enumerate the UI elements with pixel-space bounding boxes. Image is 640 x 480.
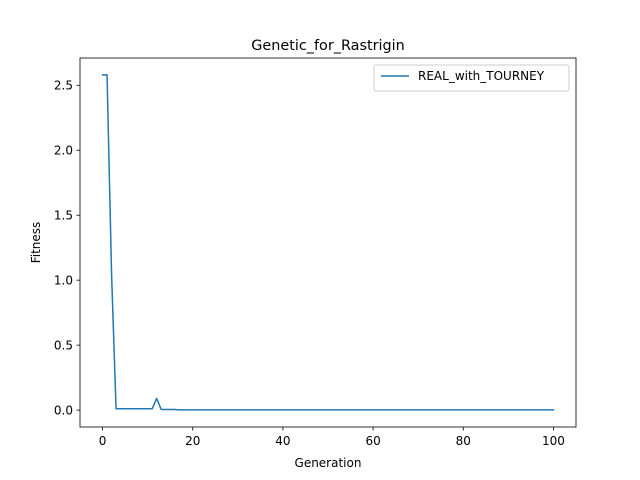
- legend-box: [373, 64, 570, 92]
- chart-title: Genetic_for_Rastrigin: [251, 38, 405, 54]
- axes: [79, 57, 577, 428]
- x-tick-label: 60: [365, 434, 380, 448]
- x-axis-ticks: 0 20 40 60 80 100: [99, 427, 565, 448]
- y-tick-label: 0.0: [54, 403, 73, 417]
- plot-frame: [79, 57, 577, 428]
- legend-label: REAL_with_TOURNEY: [418, 69, 545, 83]
- y-axis-label: Fitness: [29, 222, 43, 264]
- series-line-1: [101, 74, 555, 411]
- y-tick-label: 0.5: [54, 338, 73, 352]
- x-tick-label: 20: [185, 434, 200, 448]
- x-axis-label: Generation: [295, 456, 362, 470]
- y-tick-label: 1.0: [54, 273, 73, 287]
- y-axis-ticks: 0.0 0.5 1.0 1.5 2.0 2.5: [54, 79, 80, 417]
- plot-area: [80, 58, 576, 427]
- x-tick-label: 40: [275, 434, 290, 448]
- x-tick-label: 100: [542, 434, 565, 448]
- y-tick-label: 2.0: [54, 144, 73, 158]
- y-tick-label: 2.5: [54, 79, 73, 93]
- x-tick-label: 80: [456, 434, 471, 448]
- x-tick-label: 0: [99, 434, 107, 448]
- series-layer: [101, 74, 555, 411]
- plot-background: [80, 58, 576, 427]
- y-tick-label: 1.5: [54, 209, 73, 223]
- legend: REAL_with_TOURNEY: [373, 64, 570, 92]
